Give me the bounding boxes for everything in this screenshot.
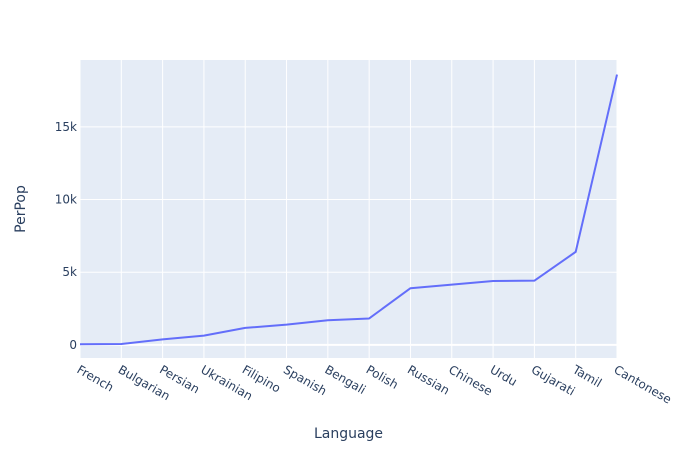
x-gridlines bbox=[79, 60, 618, 358]
y-tick-label: 0 bbox=[69, 338, 77, 352]
series-group bbox=[79, 74, 618, 346]
x-axis-title: Language bbox=[314, 426, 383, 442]
y-gridlines bbox=[80, 126, 617, 346]
y-tick-label: 5k bbox=[62, 265, 77, 279]
series-line bbox=[79, 74, 618, 346]
x-tick-label: Polish bbox=[364, 362, 401, 391]
x-tick-label: Cantonese bbox=[612, 362, 674, 406]
x-tick-label: Russian bbox=[405, 362, 452, 397]
y-tick-labels: 0 5k 10k 15k bbox=[55, 120, 77, 352]
plot-background bbox=[80, 60, 617, 358]
x-tick-labels: French BulgarianPersianUkrainianFilipinoS… bbox=[75, 362, 674, 407]
y-tick-label: 10k bbox=[55, 193, 77, 207]
y-axis-title: PerPop bbox=[13, 185, 29, 233]
x-tick-label: Spanish bbox=[281, 362, 329, 398]
y-tick-label: 15k bbox=[55, 120, 77, 134]
x-tick-label: Chinese bbox=[446, 362, 495, 398]
x-tick-label: Gujarati bbox=[529, 362, 578, 398]
x-tick-label: French bbox=[75, 362, 117, 394]
x-tick-label: Bengali bbox=[322, 362, 368, 397]
